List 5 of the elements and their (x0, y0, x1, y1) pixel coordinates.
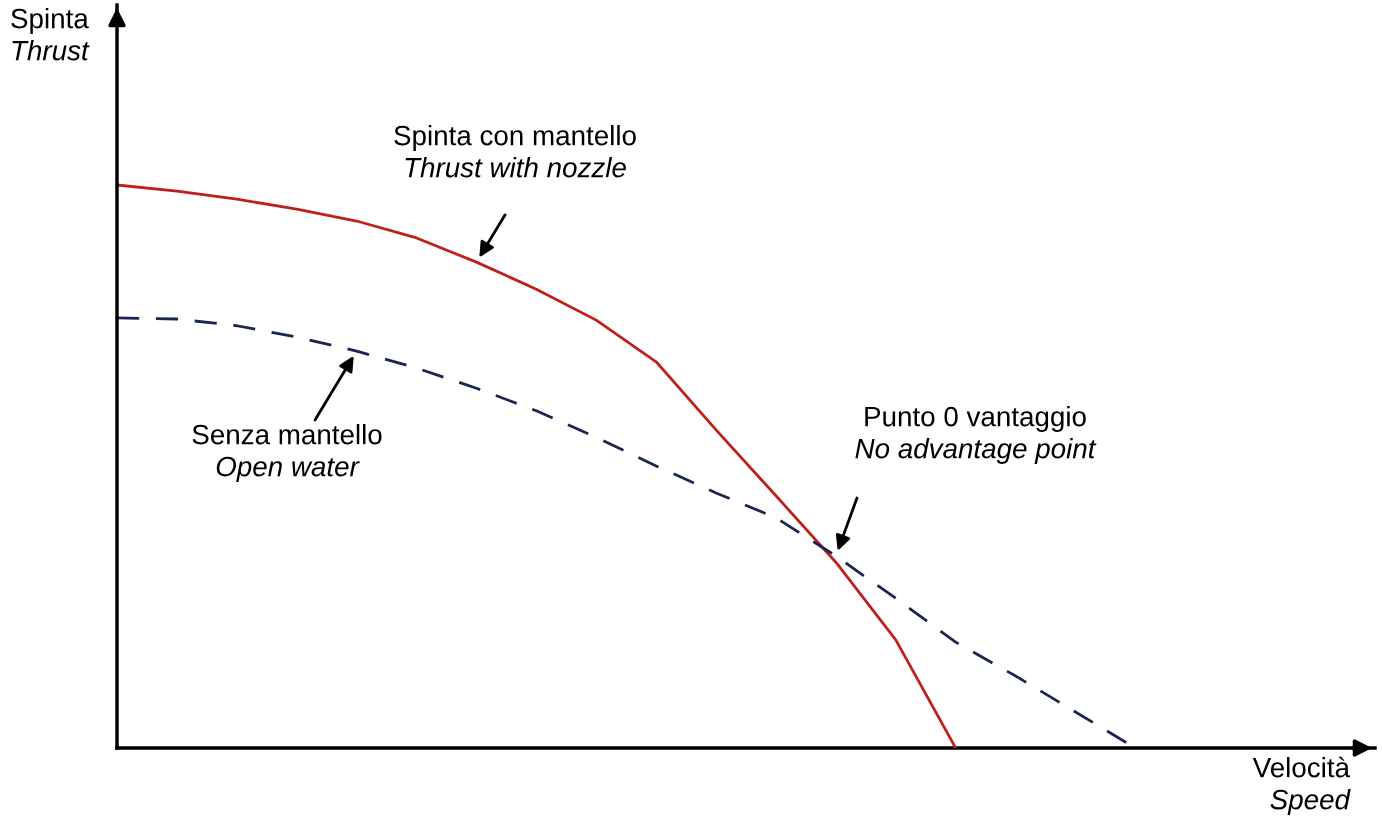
annotation: Senza mantello Open water (192, 424, 382, 482)
y-axis-title: Spinta Thrust (11, 8, 90, 61)
x-axis-title: Velocità Speed (1252, 756, 1351, 815)
text: Spinta con mantello Thrust with nozzle (394, 125, 636, 178)
annotation: Punto 0 vantaggio No advantage point (855, 406, 1097, 464)
